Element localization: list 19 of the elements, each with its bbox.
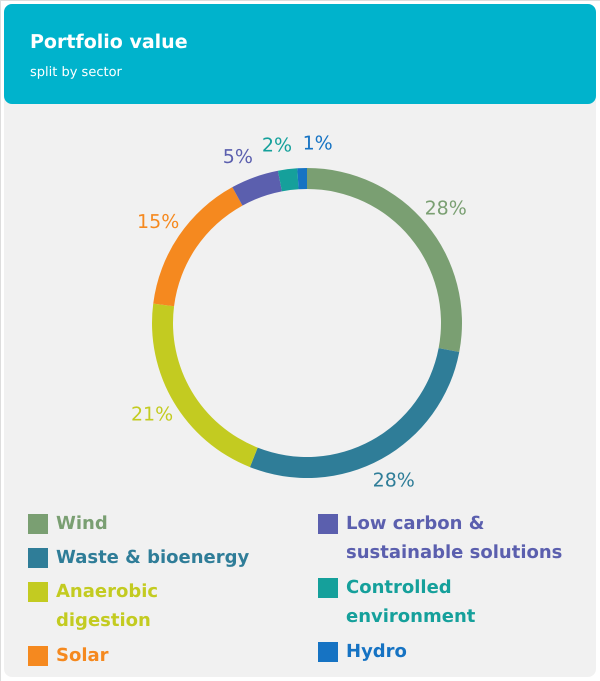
data-label: 1%	[302, 132, 333, 154]
donut-slice	[232, 170, 282, 206]
legend-label: Controlled environment	[346, 577, 476, 627]
legend-label: Waste & bioenergy	[56, 547, 250, 568]
legend-label: Wind	[56, 513, 108, 534]
data-label: 21%	[130, 404, 174, 426]
data-label: 28%	[372, 470, 415, 492]
chart-title: Portfolio value	[30, 31, 188, 53]
legend-label: Low carbon & sustainable solutions	[346, 513, 562, 563]
legend-label: Solar	[56, 645, 109, 666]
data-label: 28%	[424, 197, 467, 220]
chart-subtitle: split by sector	[30, 65, 123, 80]
data-label: 2%	[262, 134, 292, 157]
donut-slice	[297, 168, 307, 190]
legend-label: Hydro	[346, 641, 407, 662]
data-label: 15%	[137, 210, 180, 233]
donut-slice	[278, 168, 299, 192]
data-label: 5%	[222, 146, 253, 168]
legend-label: Anaerobic digestion	[56, 581, 158, 631]
